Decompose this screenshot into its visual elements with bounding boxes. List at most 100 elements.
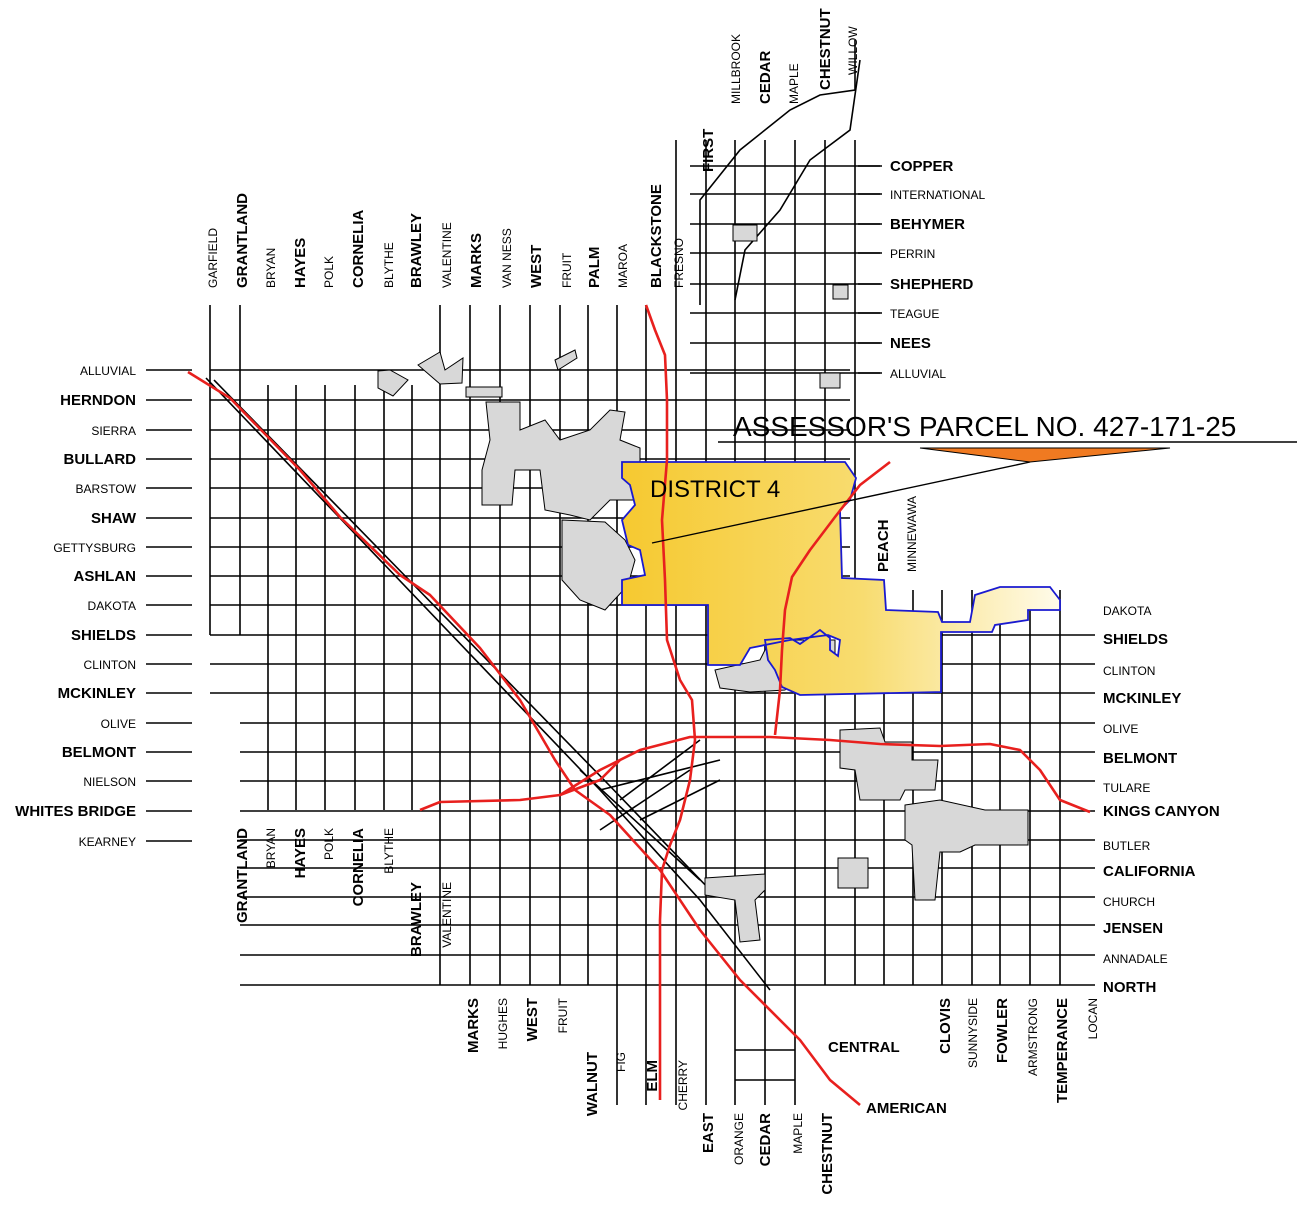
street-label: MILLBROOK bbox=[729, 34, 743, 104]
street-label: SHEPHERD bbox=[890, 276, 974, 293]
street-label: GETTYSBURG bbox=[53, 541, 136, 555]
street-label: WEST bbox=[524, 998, 541, 1041]
freeway-99 bbox=[187, 370, 861, 1106]
street-label: ALLUVIAL bbox=[890, 367, 946, 381]
street-label: BLYTHE bbox=[382, 242, 396, 288]
street-label: MARKS bbox=[468, 233, 485, 288]
street-label: SHAW bbox=[91, 510, 137, 527]
county-island bbox=[837, 857, 869, 889]
county-island bbox=[377, 369, 409, 397]
parcel-pointer-icon bbox=[919, 447, 1171, 463]
street-label: DAKOTA bbox=[88, 599, 136, 613]
railroad-lines bbox=[205, 377, 771, 991]
street-label: MAROA bbox=[616, 244, 630, 288]
street-label: BUTLER bbox=[1103, 839, 1151, 853]
street-label: ALLUVIAL bbox=[80, 364, 136, 378]
street-label: BELMONT bbox=[62, 744, 136, 761]
county-island bbox=[465, 386, 503, 398]
county-island bbox=[832, 284, 849, 300]
street-label: POLK bbox=[322, 256, 336, 288]
street-label: WHITES BRIDGE bbox=[15, 803, 136, 820]
street-label: LOCAN bbox=[1086, 998, 1100, 1039]
street-label: CLINTON bbox=[1103, 664, 1155, 678]
street-label: WEST bbox=[528, 245, 545, 288]
street-label: FIRST bbox=[700, 129, 717, 172]
street-label: GRANTLAND bbox=[234, 828, 251, 923]
street-label: WILLOW bbox=[846, 26, 860, 75]
street-label: HAYES bbox=[292, 238, 309, 288]
street-label: BULLARD bbox=[64, 451, 137, 468]
street-label: BEHYMER bbox=[890, 216, 965, 233]
street-label: CEDAR bbox=[757, 50, 774, 104]
street-label: GRANTLAND bbox=[234, 193, 251, 288]
street-label: TEAGUE bbox=[890, 307, 939, 321]
street-label: CHURCH bbox=[1103, 895, 1155, 909]
county-island bbox=[839, 727, 939, 801]
street-label: FRUIT bbox=[556, 997, 570, 1033]
parcel-callout: ASSESSOR'S PARCEL NO. 427-171-25 bbox=[651, 411, 1297, 544]
street-label: COPPER bbox=[890, 158, 954, 175]
street-label: ELM bbox=[644, 1060, 661, 1092]
parcel-number-label: ASSESSOR'S PARCEL NO. 427-171-25 bbox=[733, 411, 1236, 442]
street-label: WALNUT bbox=[584, 1052, 601, 1116]
county-island bbox=[417, 351, 464, 385]
street-labels: ALLUVIAL HERNDON SIERRA BULLARD BARSTOW SHAW G… bbox=[15, 8, 1220, 1194]
street-label: CHESTNUT bbox=[819, 1113, 836, 1195]
street-label: SHIELDS bbox=[1103, 631, 1168, 648]
street-label: MAPLE bbox=[787, 63, 801, 104]
street-label: KEARNEY bbox=[79, 835, 136, 849]
freeway-168 bbox=[773, 460, 891, 736]
street-label: VALENTINE bbox=[440, 222, 454, 288]
street-label: CORNELIA bbox=[350, 210, 367, 289]
street-label: MAPLE bbox=[791, 1113, 805, 1154]
county-island bbox=[481, 401, 641, 521]
street-label: ANNADALE bbox=[1103, 952, 1168, 966]
street-label: ASHLAN bbox=[74, 568, 137, 585]
street-label: NIELSON bbox=[83, 775, 136, 789]
street-label: SUNNYSIDE bbox=[966, 998, 980, 1068]
county-island bbox=[732, 224, 758, 242]
street-label: ORANGE bbox=[732, 1113, 746, 1165]
street-label: SHIELDS bbox=[71, 627, 136, 644]
district-label: DISTRICT 4 bbox=[650, 476, 780, 503]
street-label: OLIVE bbox=[1103, 722, 1138, 736]
street-label: FOWLER bbox=[994, 998, 1011, 1063]
district-4-area bbox=[621, 461, 1061, 696]
street-line bbox=[734, 59, 861, 301]
freeways bbox=[187, 304, 1091, 1106]
county-island bbox=[904, 799, 1029, 901]
street-label: PEACH bbox=[875, 519, 892, 572]
street-label: CLINTON bbox=[84, 658, 136, 672]
street-label: GARFIELD bbox=[206, 228, 220, 288]
street-label: TULARE bbox=[1103, 781, 1150, 795]
street-label: AMERICAN bbox=[866, 1100, 947, 1117]
county-islands bbox=[377, 224, 1029, 943]
street-label: JENSEN bbox=[1103, 920, 1163, 937]
street-label: HAYES bbox=[292, 828, 309, 878]
street-label: NORTH bbox=[1103, 979, 1156, 996]
street-label: BELMONT bbox=[1103, 750, 1177, 767]
street-label: CEDAR bbox=[757, 1113, 774, 1167]
street-label: MARKS bbox=[465, 998, 482, 1053]
street-label: POLK bbox=[322, 828, 336, 860]
street-label: BLACKSTONE bbox=[648, 184, 665, 288]
street-label: MCKINLEY bbox=[1103, 690, 1181, 707]
street-label: ARMSTRONG bbox=[1026, 998, 1040, 1076]
street-label: BRAWLEY bbox=[408, 882, 425, 957]
street-label: HERNDON bbox=[60, 392, 136, 409]
county-island bbox=[704, 873, 766, 943]
street-label: CLOVIS bbox=[937, 998, 954, 1054]
street-label: MINNEWAWA bbox=[905, 496, 919, 572]
street-label: BRYAN bbox=[264, 828, 278, 868]
street-label: HUGHES bbox=[496, 998, 510, 1049]
street-label: BRAWLEY bbox=[408, 213, 425, 288]
street-label: BLYTHE bbox=[382, 828, 396, 874]
street-label: SIERRA bbox=[91, 424, 136, 438]
street-label: FRESNO bbox=[672, 238, 686, 288]
street-label: CHERRY bbox=[676, 1060, 690, 1110]
street-label: VAN NESS bbox=[500, 228, 514, 288]
street-label: OLIVE bbox=[101, 717, 136, 731]
freeway-41 bbox=[644, 304, 697, 1100]
street-label: INTERNATIONAL bbox=[890, 188, 985, 202]
